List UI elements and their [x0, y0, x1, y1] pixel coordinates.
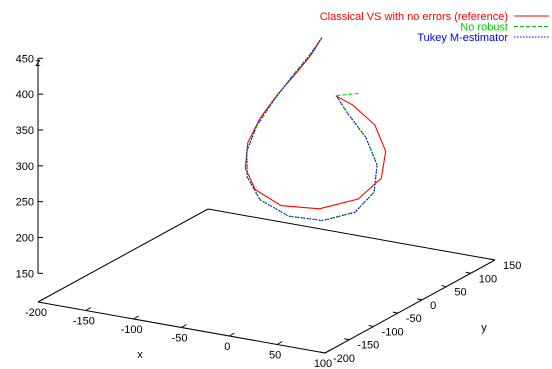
- y-tick-mark: [465, 271, 471, 274]
- x-tick-mark: [229, 332, 235, 337]
- y-tick-label: 50: [454, 287, 466, 299]
- x-tick-mark: [37, 298, 44, 303]
- series-line-3: [246, 37, 378, 222]
- y-tick-label: 100: [479, 273, 497, 285]
- z-tick-label: 200: [16, 233, 34, 245]
- x-tick-label: -100: [121, 324, 143, 336]
- y-tick-mark: [368, 324, 374, 327]
- base-edge-y-left: [37, 208, 209, 303]
- x-tick-label: 100: [314, 358, 332, 369]
- x-tick-mark: [85, 307, 92, 311]
- legend-label-3: Tukey M-estimator: [417, 32, 508, 44]
- legend-label-2: No robust: [460, 22, 508, 34]
- legend: Classical VS with no errors (reference)N…: [320, 11, 549, 44]
- y-tick-label: -150: [357, 340, 379, 352]
- z-tick-label: 450: [16, 53, 34, 65]
- z-axis-label: z: [35, 57, 41, 69]
- x-tick-mark: [181, 324, 187, 328]
- base-edge-y-right: [324, 259, 496, 354]
- x-tick-mark: [133, 315, 139, 320]
- y-axis-label: y: [481, 322, 487, 334]
- ticks: 150200250300350400450-200-150-100-500501…: [16, 53, 522, 369]
- y-tick-label: -100: [382, 326, 404, 338]
- y-tick-mark: [319, 351, 326, 354]
- x-tick-mark: [276, 341, 283, 345]
- y-tick-label: 150: [503, 260, 521, 272]
- series-group: [244, 37, 387, 222]
- x-tick-label: 0: [224, 341, 230, 353]
- y-tick-mark: [441, 285, 447, 288]
- x-tick-label: 50: [269, 350, 281, 362]
- axes: [37, 58, 496, 354]
- z-tick-label: 300: [16, 161, 34, 173]
- x-tick-label: -50: [172, 333, 188, 345]
- y-tick-mark: [489, 258, 496, 261]
- legend-label-1: Classical VS with no errors (reference): [320, 11, 508, 23]
- x-axis-label: x: [137, 349, 143, 361]
- y-tick-label: -50: [406, 313, 422, 325]
- y-tick-mark: [344, 338, 350, 341]
- y-tick-mark: [392, 311, 398, 314]
- z-tick-label: 400: [16, 89, 34, 101]
- z-tick-label: 150: [16, 268, 34, 280]
- x-tick-mark: [324, 349, 331, 354]
- z-tick-label: 350: [16, 125, 34, 137]
- series-line-1: [244, 37, 387, 210]
- base-edge-x-back: [207, 208, 496, 261]
- z-tick-label: 250: [16, 197, 34, 209]
- y-tick-label: 0: [430, 300, 436, 312]
- series-line-2: [246, 37, 378, 222]
- y-tick-label: -200: [333, 353, 355, 365]
- x-tick-label: -150: [73, 316, 95, 328]
- y-tick-mark: [417, 298, 423, 301]
- x-tick-label: -200: [25, 307, 47, 319]
